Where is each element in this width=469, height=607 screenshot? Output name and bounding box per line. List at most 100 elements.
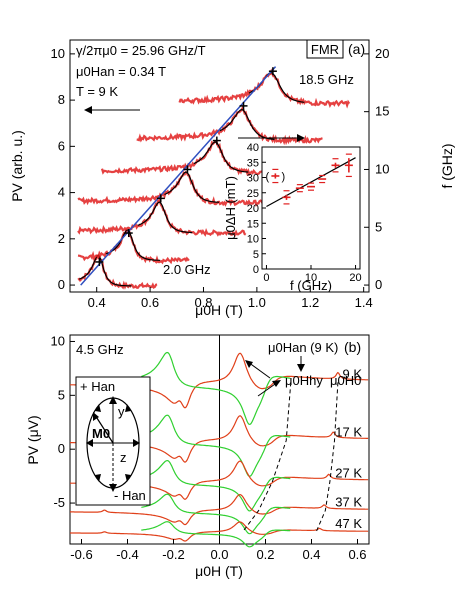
x-tick-label: 0.4 [88,295,106,310]
green-sweep-trace [141,414,291,477]
green-sweep-trace [141,351,291,426]
panel-b-series-labels: 9 K 17 K 27 K 37 K 47 K [335,366,362,531]
green-sweep-trace [141,493,291,535]
inset-ylabel: μ0ΔH (mT) [223,176,238,240]
temperature-series-label: 47 K [335,516,362,531]
fmr-box [306,39,344,59]
inset-y-tick-label: 35 [247,157,259,169]
y-right-tick-label: 5 [375,219,382,234]
panel-a-frame [69,39,370,293]
orange-sweep-trace [70,521,369,542]
hhy-label: μ0Hhy [285,373,323,388]
fmr-fit-trace [105,229,161,261]
panel-b-label: (b) [344,339,361,355]
temperature-series-label: 17 K [335,425,362,440]
y-tick-label: 10 [51,46,65,61]
arrow-down-right-icon [125,474,131,482]
y-tick-label: 8 [58,92,65,107]
y-right-tick-label: 10 [375,161,389,176]
inset-y-tick-label: 20 [247,203,259,215]
b-x-tick-label: 0.2 [256,547,274,562]
inset-y-tick-label: 5 [253,249,259,261]
y-tick-label: 4 [58,185,65,200]
panel-a-y-ticks-left: 0 2 4 6 8 10 [51,46,75,292]
up-arrow-icon [109,396,117,404]
b-y-tick-label: 5 [58,387,65,402]
x-tick-label: 1.2 [301,295,319,310]
fmr-fit-trace [78,254,132,287]
h0-label: μ0H0 [330,373,361,388]
magnetization-inset: + Han - Han M0 y z [75,376,151,506]
temperature-series-label: 37 K [335,495,362,510]
temperature-series-label: 27 K [335,466,362,481]
bottom-frequency-label: 2.0 GHz [163,262,211,277]
arrow-up-left-icon [95,404,101,412]
frequency-label: 4.5 GHz [76,342,124,357]
left-arrow-small-icon [86,439,93,447]
b-x-tick-label: 0.4 [302,547,320,562]
sweep-arrow-down-icon [257,380,281,397]
gamma-annotation: γ/2πμ0 = 25.96 GHz/T [76,43,206,58]
fmr-fit-trace [193,141,249,173]
m0-arrow-icon [93,412,99,421]
b-x-tick-label: 0.0 [210,547,228,562]
han-annotation: μ0Han = 0.34 T [76,64,166,79]
fmr-data-trace [77,228,190,265]
panel-a-y-ticks-right: 0 5 10 15 20 [364,46,389,292]
panel-b-y-ticks: -5 0 5 10 [51,333,75,510]
b-y-tick-label: -5 [53,495,65,510]
panel-a-markers [95,67,277,266]
temperature-series-label: 9 K [342,366,362,381]
y-tick-label: 0 [58,277,65,292]
z-arrow-icon [109,484,117,492]
green-sweep-trace [141,521,291,548]
hhy-dashed-line [242,382,292,533]
minus-han-label: - Han [114,488,146,503]
inset-y-tick-label: 25 [247,188,259,200]
right-arrow-small-icon [133,439,140,447]
panel-a-x-ticks: 0.4 0.6 0.8 1.0 1.2 1.4 [88,287,373,310]
sweep-arrow-up-icon [245,360,271,379]
fmr-data-trace [77,199,247,238]
h0-dashed-line [315,382,339,533]
b-x-tick-label: -0.2 [162,547,184,562]
han-arrow-icon [297,356,305,372]
b-x-tick-label: -0.4 [116,547,138,562]
orange-sweep-trace [70,493,369,526]
inset-paren-left: ( [266,171,270,183]
panel-a-ylabel-right: f (GHz) [439,143,455,188]
inset-y-tick-label: 0 [253,264,259,276]
panel-b-x-ticks: -0.6 -0.4 -0.2 0.0 0.2 0.4 0.6 [70,539,367,562]
m0-vector [94,414,114,444]
y-right-tick-label: 0 [375,277,382,292]
x-tick-label: 1.0 [248,295,266,310]
inset-x-tick-label: 10 [305,272,317,284]
inset-x-tick-label: 20 [349,272,361,284]
z-label: z [120,450,127,465]
panel-a-xlabel: μ0H (T) [195,302,243,318]
y-right-tick-label: 20 [375,46,389,61]
b-x-tick-label: -0.6 [70,547,92,562]
x-tick-label: 1.4 [355,295,373,310]
b-x-tick-label: 0.6 [348,547,366,562]
panel-b-ylabel: PV (μV) [25,415,41,464]
fmr-label: FMR [311,42,339,57]
arrow-up-right-icon [125,404,131,412]
plus-han-label: + Han [80,379,115,394]
y-label: y [118,404,125,419]
y-tick-label: 6 [58,138,65,153]
panel-b: -0.6 -0.4 -0.2 0.0 0.2 0.4 0.6 -5 0 5 10 9 K 17 K 2… [25,333,370,579]
inset-fit-line [266,157,356,208]
panel-b-xlabel: μ0H (T) [195,563,243,579]
top-frequency-label: 18.5 GHz [299,72,354,87]
x-tick-label: 0.8 [194,295,212,310]
x-tick-label: 0.6 [141,295,159,310]
green-sweep-trace [141,459,291,512]
inset-y-tick-label: 15 [247,218,259,230]
inset-paren-right: ) [282,171,286,183]
inset-xlabel: f (GHz) [290,278,332,293]
fmr-fit-trace [137,201,193,234]
fmr-data-trace [136,105,323,146]
inset-y-tick-label: 30 [247,173,259,185]
